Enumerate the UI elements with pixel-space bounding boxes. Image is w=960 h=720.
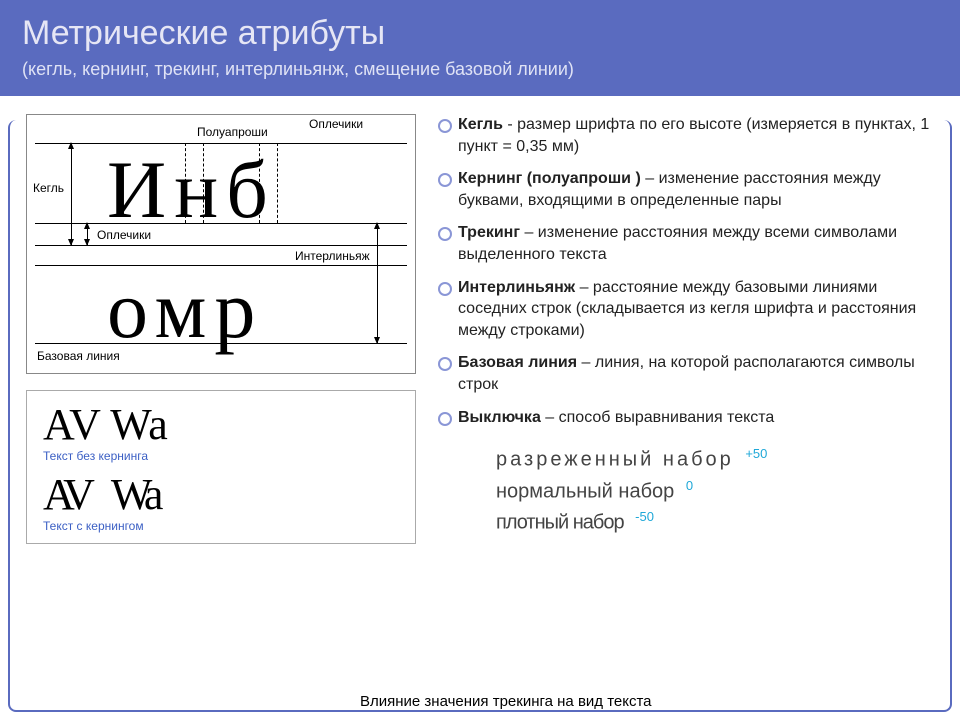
sample-row-1: Инб: [107, 143, 276, 237]
tracking-normal: нормальный набор 0: [496, 478, 942, 504]
oplechiki-arrow: [87, 223, 88, 245]
tracking-examples: разреженный набор +50 нормальный набор 0…: [496, 446, 942, 535]
list-item: Базовая линия – линия, на которой распол…: [436, 352, 942, 395]
list-item: Кернинг (полуапроши ) – изменение рассто…: [436, 168, 942, 211]
tracking-sparse: разреженный набор +50: [496, 446, 942, 472]
no-kerning-sample: AV Wa: [43, 403, 399, 447]
tracking-caption: Влияние значения трекинга на вид текста: [360, 693, 652, 710]
kerning-caption: Текст с кернингом: [43, 519, 399, 533]
interlinyazh-arrow: [377, 223, 378, 343]
slide-subtitle: (кегль, кернинг, трекинг, интерлиньянж, …: [22, 59, 938, 80]
slide-content: Инб омр Кегль Полуапроши Оплечики Оплечи…: [0, 96, 960, 550]
list-item: Кегль - размер шрифта по его высоте (изм…: [436, 114, 942, 157]
slide-title: Метрические атрибуты: [22, 14, 938, 53]
right-column: Кегль - размер шрифта по его высоте (изм…: [436, 114, 942, 544]
sample-row-2: омр: [107, 263, 263, 357]
slide-header: Метрические атрибуты (кегль, кернинг, тр…: [0, 0, 960, 96]
kerning-diagram: AV Wa Текст без кернинга AV Wa Текст с к…: [26, 390, 416, 544]
poluaproshi-label: Полуапроши: [197, 125, 268, 139]
oplechiki-top-label: Оплечики: [309, 117, 363, 131]
list-item: Трекинг – изменение расстояния между все…: [436, 222, 942, 265]
list-item: Интерлиньянж – расстояние между базовыми…: [436, 277, 942, 342]
list-item: Выключка – способ выравнивания текста: [436, 407, 942, 429]
tracking-dense: плотный набор -50: [496, 509, 942, 535]
interlinyazh-label: Интерлиньяж: [295, 249, 370, 263]
oplechiki-mid-label: Оплечики: [97, 228, 151, 242]
font-metrics-diagram: Инб омр Кегль Полуапроши Оплечики Оплечи…: [26, 114, 416, 374]
baseline-label: Базовая линия: [37, 349, 120, 363]
kegl-arrow: [71, 143, 72, 245]
kegl-label: Кегль: [33, 181, 64, 195]
left-column: Инб омр Кегль Полуапроши Оплечики Оплечи…: [26, 114, 416, 544]
definitions-list: Кегль - размер шрифта по его высоте (изм…: [436, 114, 942, 428]
kerning-sample: AV Wa: [43, 473, 399, 517]
no-kerning-caption: Текст без кернинга: [43, 449, 399, 463]
